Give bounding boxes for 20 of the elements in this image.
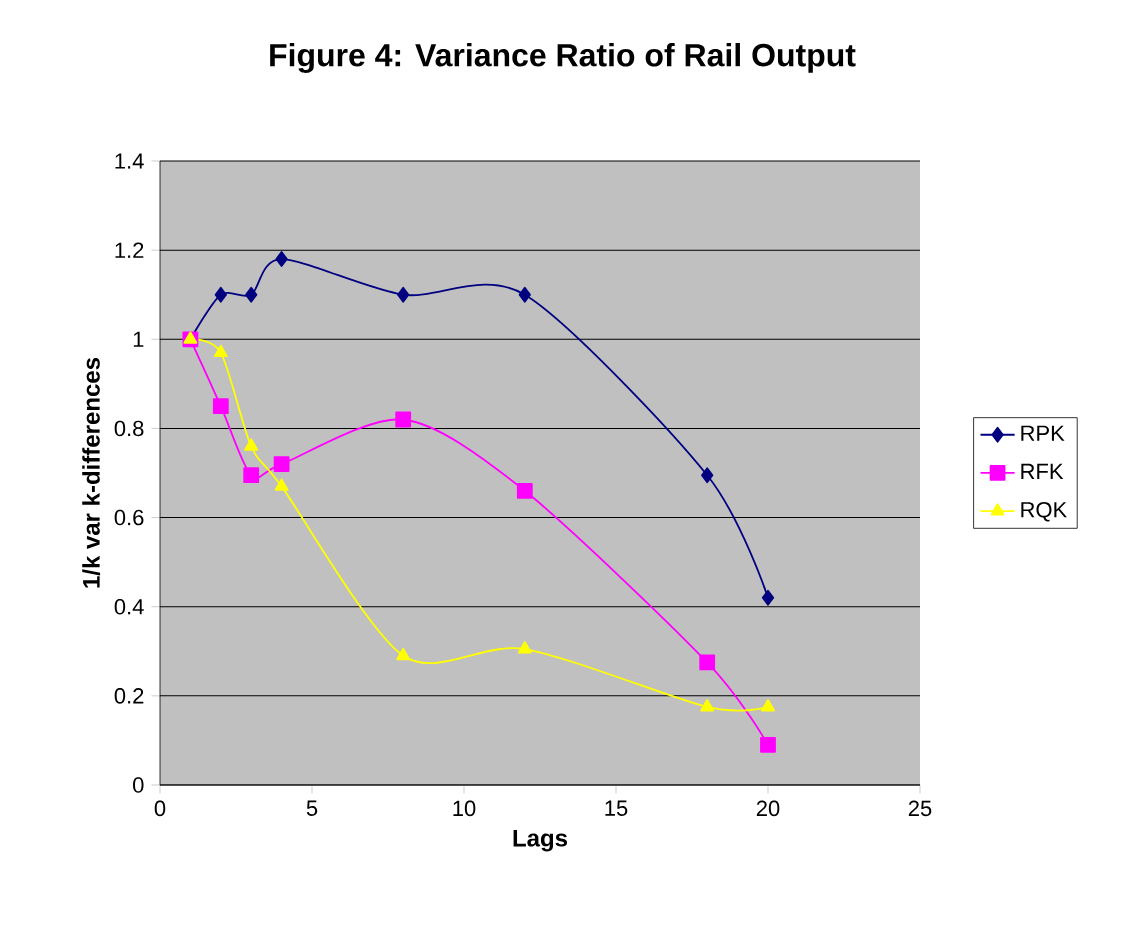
y-tick-label: 0.4 <box>114 598 144 615</box>
x-tick-label: 20 <box>756 800 780 817</box>
y-axis-title: 1/k var k-differences <box>82 357 101 588</box>
x-axis-title: Lags <box>513 829 568 852</box>
y-tick-label: 0.2 <box>114 688 144 704</box>
x-tick-label: 5 <box>306 800 318 816</box>
legend-label: RPK <box>1021 425 1065 441</box>
y-tick-label: 1.2 <box>115 242 144 258</box>
x-tick-label: 25 <box>908 800 932 817</box>
legend-label: RFK <box>1021 463 1064 479</box>
x-tick-label: 0 <box>154 800 166 817</box>
x-tick-label: 15 <box>605 800 628 816</box>
y-tick-label: 0.6 <box>114 509 144 526</box>
chart-title: Figure 4: Variance Ratio of Rail Output <box>270 43 856 73</box>
y-tick-label: 1 <box>133 331 144 347</box>
y-tick-label: 0.8 <box>114 420 144 437</box>
x-tick-label: 10 <box>453 800 476 817</box>
legend-label: RQK <box>1021 501 1067 522</box>
y-tick-label: 0 <box>133 777 144 793</box>
y-tick-label: 1.4 <box>115 153 144 169</box>
